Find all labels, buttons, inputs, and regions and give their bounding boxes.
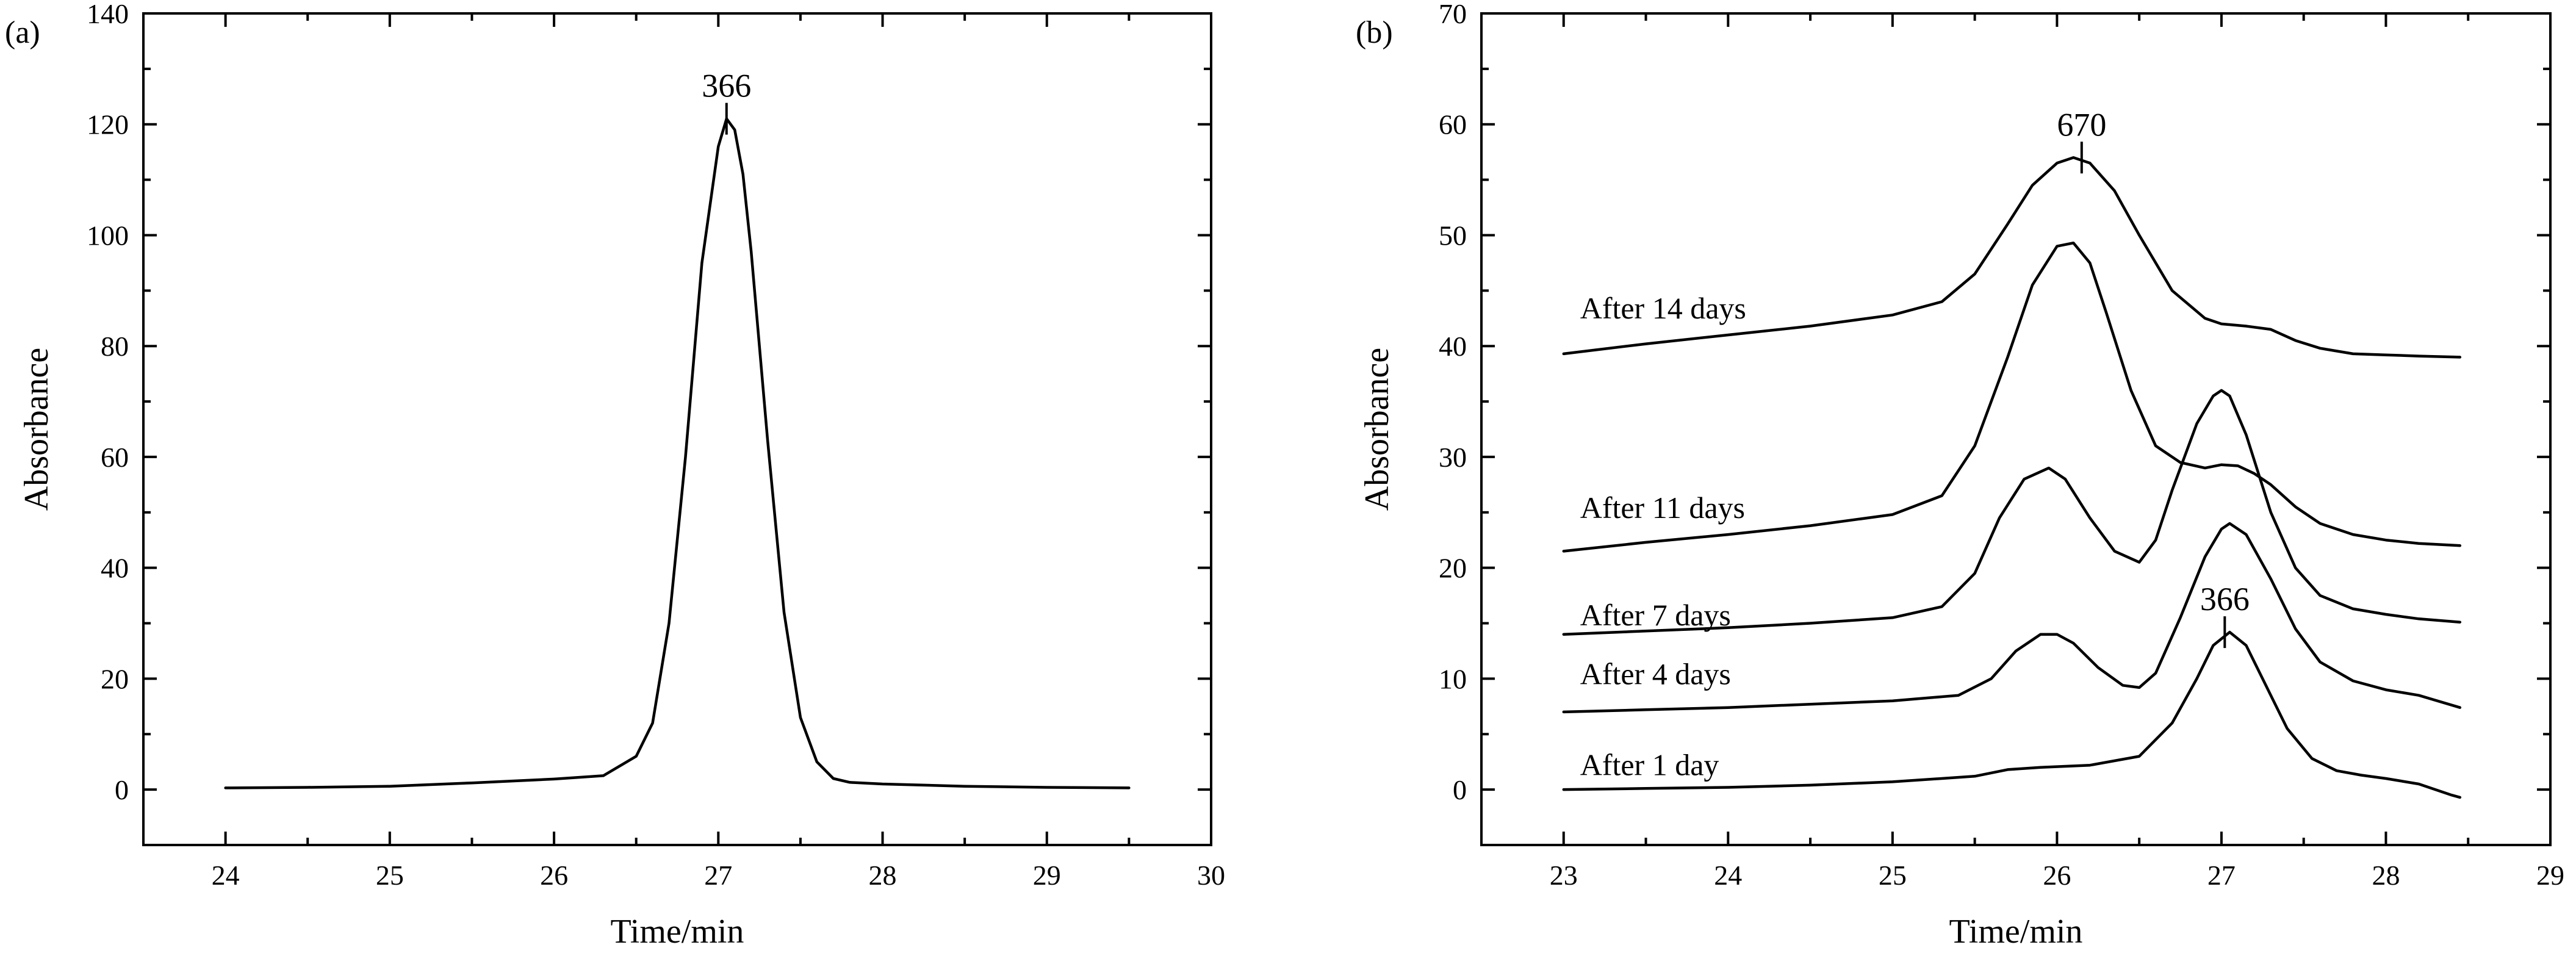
y-axis-title: Absorbance bbox=[1358, 348, 1396, 511]
x-tick-label: 24 bbox=[1714, 860, 1742, 891]
y-tick-label: 100 bbox=[87, 220, 129, 251]
y-tick-label: 0 bbox=[1453, 774, 1467, 805]
x-tick-label: 29 bbox=[1033, 860, 1061, 891]
y-tick-label: 30 bbox=[1439, 442, 1467, 473]
series-line bbox=[1562, 522, 2462, 714]
y-tick-label: 40 bbox=[101, 553, 129, 584]
y-tick-label: 20 bbox=[1439, 553, 1467, 584]
y-tick-label: 50 bbox=[1439, 220, 1467, 251]
series-line bbox=[1562, 630, 2462, 799]
series-label: After 7 days bbox=[1580, 598, 1731, 632]
y-tick-label: 120 bbox=[87, 109, 129, 140]
panel-a: 24 25 26 27 28 29 30 0 20 40 60 80 100 120 140 Time/min… bbox=[5, 0, 1225, 951]
y-tick-label: 80 bbox=[101, 331, 129, 362]
series-label: After 1 day bbox=[1580, 748, 1719, 782]
y-tick-label: 60 bbox=[1439, 109, 1467, 140]
series-line bbox=[224, 117, 1131, 789]
x-axis-title: Time/min bbox=[1949, 913, 2083, 951]
series-label: After 4 days bbox=[1580, 656, 1731, 691]
y-tick-label: 60 bbox=[101, 442, 129, 473]
panel-label: (a) bbox=[5, 15, 40, 50]
x-tick-label: 26 bbox=[540, 860, 568, 891]
peak-annotation: 366 bbox=[2200, 581, 2250, 617]
x-tick-label: 28 bbox=[869, 860, 897, 891]
series-label: After 14 days bbox=[1580, 291, 1746, 325]
series-line bbox=[1562, 156, 2462, 359]
x-tick-label: 26 bbox=[2043, 860, 2071, 891]
series-line bbox=[1562, 389, 2462, 636]
x-tick-label: 29 bbox=[2536, 860, 2564, 891]
x-tick-label: 27 bbox=[704, 860, 732, 891]
y-tick-label: 10 bbox=[1439, 663, 1467, 694]
x-tick-label: 25 bbox=[376, 860, 404, 891]
plot-frame bbox=[142, 12, 1212, 846]
y-axis-title: Absorbance bbox=[18, 348, 56, 511]
panel-label: (b) bbox=[1356, 15, 1393, 50]
y-tick-label: 0 bbox=[115, 774, 129, 805]
y-tick-label: 70 bbox=[1439, 0, 1467, 29]
series-label: After 11 days bbox=[1580, 491, 1745, 525]
peak-annotation: 670 bbox=[2057, 106, 2106, 143]
x-axis-title: Time/min bbox=[611, 913, 744, 951]
x-tick-label: 25 bbox=[1879, 860, 1907, 891]
series-line bbox=[1562, 241, 2462, 553]
x-tick-label: 27 bbox=[2207, 860, 2236, 891]
y-tick-label: 140 bbox=[87, 0, 129, 29]
plot-frame bbox=[1480, 12, 2552, 846]
y-tick-label: 20 bbox=[101, 663, 129, 694]
x-tick-label: 30 bbox=[1197, 860, 1225, 891]
x-tick-label: 23 bbox=[1550, 860, 1578, 891]
peak-annotation: 366 bbox=[702, 68, 751, 104]
panel-b: 23 24 25 26 27 28 29 0 10 20 30 40 50 60 70 Time/min Abs… bbox=[1356, 0, 2564, 951]
x-tick-label: 28 bbox=[2372, 860, 2400, 891]
y-tick-label: 40 bbox=[1439, 331, 1467, 362]
x-tick-label: 24 bbox=[212, 860, 240, 891]
